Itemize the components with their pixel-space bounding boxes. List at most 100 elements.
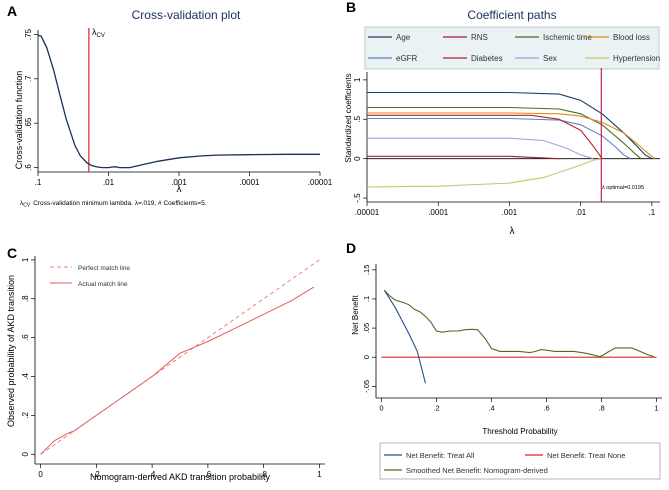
legend-label: Ischemic time [543,33,592,42]
panel-b-title: Coefficient paths [467,8,556,22]
panel-d-xlabel: Threshold Probability [482,427,557,436]
panel-d-plot: 0 .2 .4 .6 .8 1 -.05 0 .05 .1 .15 [362,264,662,413]
coef-path-age [367,91,653,160]
y-tick-label: .2 [21,412,30,419]
x-tick-label: .0001 [239,178,260,187]
x-tick-label: .1 [649,208,656,217]
y-tick-label: .7 [24,75,33,82]
legend-label-actual: Actual match line [78,281,128,288]
y-tick-label: .6 [21,334,30,341]
panel-c-ylabel: Observed probability of AKD transition [6,275,16,427]
y-tick-label: -.05 [362,380,371,393]
legend-label-perfect: Perfect match line [78,265,130,272]
legend-nomogram-label: Smoothed Net Benefit: Nomogram-derived [406,466,548,475]
y-tick-label: 0 [21,452,30,457]
panel-b-annotation: λ optimal=0.0195 [602,185,644,191]
panel-a-label: A [7,3,17,19]
y-tick-label: 1 [353,77,362,82]
panel-b-legend: Age RNS Ischemic time Blood loss eGFR Diabete… [368,33,660,63]
y-tick-label: 1 [21,257,30,262]
panel-b-xlabel: λ [510,226,515,237]
y-tick-label: 0 [362,355,371,359]
nomogram-net-benefit-line [383,289,654,358]
y-tick-label: .15 [362,265,371,275]
panel-a-vline-label: λCV [92,27,105,39]
y-tick-label: .4 [21,373,30,380]
y-tick-label: 0 [353,156,362,161]
coef-path-blood-loss [367,112,656,160]
coef-path-rns [367,155,560,160]
treat-all-line [383,289,427,384]
actual-match-line [40,286,315,455]
x-tick-label: .2 [433,404,439,413]
x-tick-label: .001 [502,208,518,217]
panel-a-title: Cross-validation plot [132,8,241,22]
x-tick-label: .4 [149,470,156,479]
x-tick-label: .01 [103,178,115,187]
x-tick-label: .01 [575,208,587,217]
y-tick-label: .1 [362,296,371,302]
x-tick-label: .0001 [428,208,449,217]
panel-a-footnote: λCV Cross-validation minimum lambda. λ=.0… [20,200,207,209]
x-tick-label: .2 [93,470,100,479]
panel-c-xlabel: Nomogram-derived AKD transition probabil… [90,472,271,482]
legend-label: Diabetes [471,54,503,63]
panel-a-footnote-symbol-main: λ [20,200,24,207]
legend-label: Sex [543,54,557,63]
x-tick-label: 1 [317,470,322,479]
panel-a-ylabel: Cross-validation function [14,71,24,170]
coef-path-sex [367,137,594,160]
panel-c-label: C [7,245,17,261]
x-tick-label: .001 [171,178,187,187]
panel-a-footnote-symbol-sub: CV [23,203,31,209]
panel-a: A Cross-validation plot .1 .01 .001 .0001 .0… [7,3,333,209]
legend-label: eGFR [396,54,418,63]
y-tick-label: -.5 [353,193,362,203]
legend-treat-all-label: Net Benefit: Treat All [406,451,475,460]
panel-d-legend-box [379,442,661,480]
panel-a-footnote-text: Cross-validation minimum lambda. λ=.019,… [33,200,206,207]
y-tick-label: .6 [24,164,33,171]
x-tick-label: .6 [543,404,549,413]
panel-b-ylabel: Standardized coefficients [344,73,353,162]
panel-b-legend-box [364,26,660,70]
panel-d-label: D [346,240,356,256]
panel-a-xlabel: λ [177,184,182,195]
coef-path-hypertension [366,158,603,188]
panel-d-ylabel: Net Benefit [351,294,360,334]
panel-a-vline-label-sub: CV [97,33,105,39]
coef-path-egfr [367,117,631,160]
panel-b-plot: .00001 .0001 .001 .01 .1 -.5 0 .5 1 [353,68,660,217]
panel-b-label: B [346,0,356,15]
panel-d-legend: Net Benefit: Treat All Net Benefit: Treat… [384,451,625,475]
y-tick-label: .75 [24,28,33,40]
x-tick-label: .1 [35,178,42,187]
y-tick-label: .5 [353,115,362,122]
x-tick-label: .4 [488,404,494,413]
x-tick-label: .6 [205,470,212,479]
x-tick-label: .8 [598,404,604,413]
y-tick-label: .05 [362,323,371,333]
x-tick-label: .8 [260,470,267,479]
x-tick-label: .00001 [355,208,380,217]
panel-d: D 0 .2 .4 .6 .8 1 -.05 0 .05 .1 .15 Net Benefit Th… [346,240,662,480]
legend-label: Blood loss [613,33,650,42]
y-tick-label: .65 [24,117,33,129]
panel-c-plot: 0 .2 .4 .6 .8 1 0 .2 .4 .6 .8 1 [21,256,325,479]
legend-treat-none-label: Net Benefit: Treat None [547,451,625,460]
legend-label: RNS [471,33,488,42]
panel-c: C 0 .2 .4 .6 .8 1 0 .2 .4 .6 .8 1 Perfect match lin… [6,245,325,482]
legend-label: Hypertension [613,54,660,63]
legend-label: Age [396,33,411,42]
panel-a-vline-label-main: λ [92,27,97,37]
x-tick-label: 1 [654,404,658,413]
coef-path-diabetes [367,114,603,160]
y-tick-label: .8 [21,295,30,302]
panel-c-legend: Perfect match line Actual match line [50,265,130,288]
cv-function-line [37,34,320,169]
x-tick-label: .00001 [308,178,333,187]
x-tick-label: 0 [38,470,43,479]
panel-a-plot: .1 .01 .001 .0001 .00001 .6 .65 .7 .75 [24,28,333,187]
x-tick-label: 0 [379,404,383,413]
